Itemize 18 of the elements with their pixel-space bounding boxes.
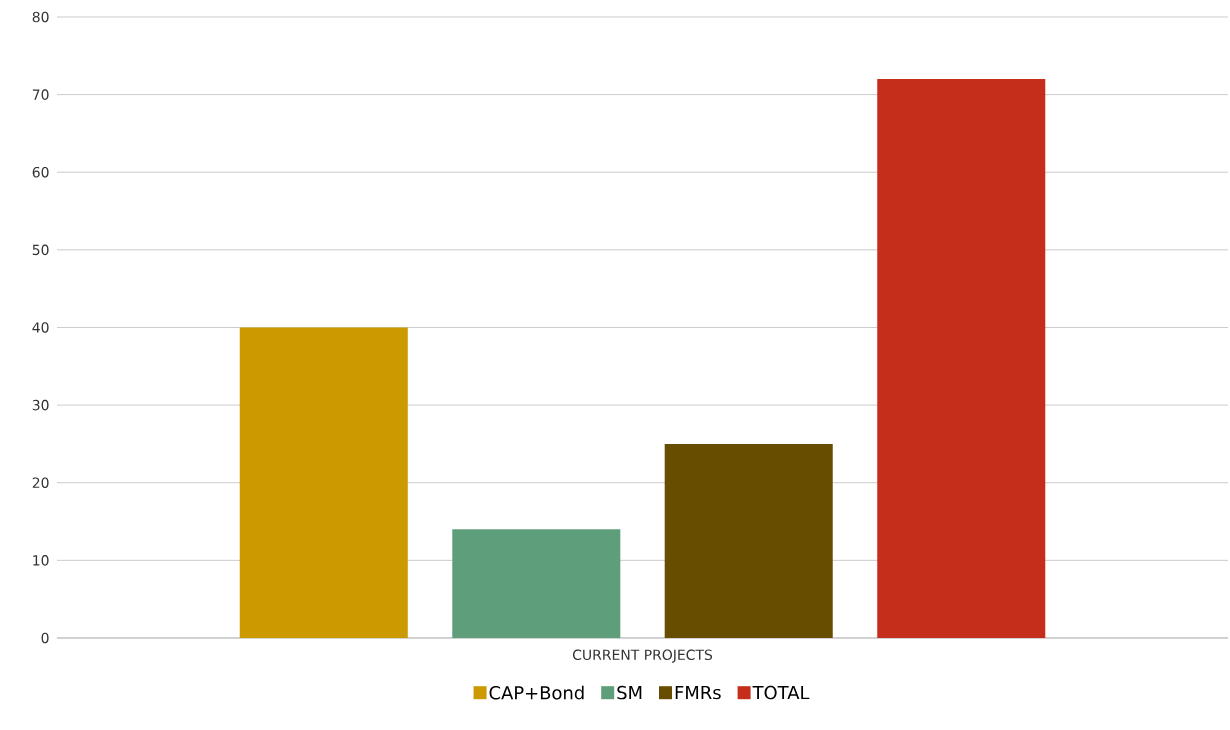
bar [452,529,621,638]
legend-label: FMRs [675,685,721,700]
y-tick-label: 50 [32,244,49,256]
y-tick-label: 80 [32,11,49,23]
y-tick-label: 30 [32,399,49,411]
legend-label: SM [617,685,642,700]
y-tick-label: 40 [32,322,49,333]
y-tick-label: 70 [32,89,49,100]
bar [664,443,833,638]
x-tick-label: CURRENT PROJECTS [572,649,713,663]
y-tick-label: 0 [41,632,49,644]
bar [239,327,408,638]
y-tick-label: 10 [33,555,49,566]
legend-label: CAP+Bond [489,685,584,700]
y-tick-label: 20 [32,477,49,489]
y-tick-label: 60 [32,166,49,178]
legend-label: TOTAL [752,685,810,700]
bar [877,79,1046,638]
